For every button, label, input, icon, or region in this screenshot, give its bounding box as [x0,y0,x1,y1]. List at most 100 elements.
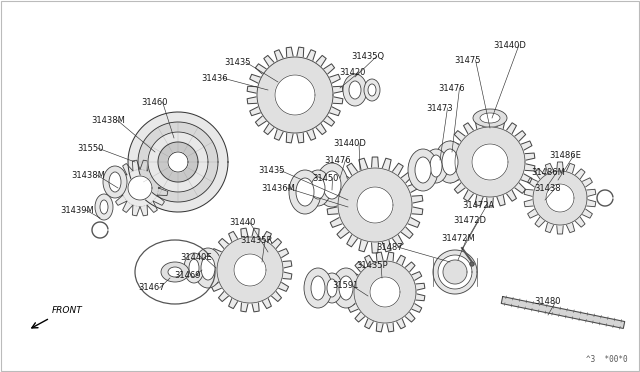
Polygon shape [354,261,416,323]
Polygon shape [234,254,266,286]
Ellipse shape [332,268,360,308]
Polygon shape [128,112,228,212]
Text: FRONT: FRONT [52,306,83,315]
Text: 31486E: 31486E [549,151,581,160]
Text: 31440E: 31440E [180,253,212,263]
Ellipse shape [343,74,367,106]
Ellipse shape [194,248,222,288]
Text: 31473: 31473 [427,103,453,112]
Ellipse shape [168,267,182,277]
Polygon shape [236,256,264,284]
Text: 31436M: 31436M [261,183,295,192]
Polygon shape [148,132,208,192]
Text: 31435: 31435 [225,58,252,67]
Polygon shape [277,77,313,113]
Text: 31476: 31476 [438,83,465,93]
Ellipse shape [442,149,458,175]
Text: 31460: 31460 [141,97,168,106]
Text: 31487: 31487 [377,243,403,251]
Polygon shape [345,252,425,332]
Text: 31435: 31435 [259,166,285,174]
Text: 31439M: 31439M [60,205,94,215]
Text: 31550: 31550 [77,144,103,153]
Ellipse shape [368,84,376,96]
Polygon shape [357,187,393,223]
Polygon shape [359,189,391,221]
Ellipse shape [415,157,431,183]
Polygon shape [128,176,152,200]
Ellipse shape [339,276,353,300]
Text: 31467: 31467 [139,283,165,292]
Polygon shape [470,262,474,266]
Text: 31472M: 31472M [441,234,475,243]
Polygon shape [455,127,525,197]
Polygon shape [548,186,572,210]
Ellipse shape [316,163,348,207]
Polygon shape [524,162,596,234]
Ellipse shape [184,253,204,283]
Ellipse shape [103,166,127,198]
Polygon shape [370,277,400,307]
Polygon shape [112,160,168,216]
Polygon shape [445,117,535,207]
Ellipse shape [430,155,442,177]
Text: 31438M: 31438M [91,115,125,125]
Ellipse shape [305,170,331,206]
Polygon shape [168,152,188,172]
Polygon shape [443,260,467,284]
Text: 31435Q: 31435Q [351,51,385,61]
Polygon shape [138,122,218,202]
Polygon shape [438,255,472,289]
Polygon shape [338,168,412,242]
Ellipse shape [480,113,500,123]
Ellipse shape [100,200,108,214]
Ellipse shape [109,172,121,192]
Text: 31438M: 31438M [71,170,105,180]
Text: 31476: 31476 [324,155,351,164]
Ellipse shape [304,268,332,308]
Text: 31440D: 31440D [333,138,367,148]
Polygon shape [327,157,423,253]
Ellipse shape [349,81,361,99]
Ellipse shape [408,149,438,191]
Text: 31450: 31450 [312,173,338,183]
Ellipse shape [201,256,215,280]
Polygon shape [546,184,574,212]
Text: 31435R: 31435R [240,235,272,244]
Ellipse shape [311,177,325,199]
Ellipse shape [95,194,113,220]
Polygon shape [158,142,198,182]
Text: 31420: 31420 [339,67,365,77]
Ellipse shape [311,276,325,300]
Ellipse shape [364,79,380,101]
Text: 31480: 31480 [535,298,561,307]
Ellipse shape [161,262,189,282]
Text: 31486M: 31486M [531,167,565,176]
Polygon shape [433,250,477,294]
Text: 31472D: 31472D [454,215,486,224]
Ellipse shape [189,259,199,277]
Text: ^3  *00*0: ^3 *00*0 [586,355,628,364]
Polygon shape [501,296,625,328]
Polygon shape [472,144,508,180]
Polygon shape [275,75,315,115]
Ellipse shape [424,149,448,183]
Ellipse shape [296,178,314,206]
Ellipse shape [327,279,337,297]
Text: 31469: 31469 [175,270,201,279]
Polygon shape [217,237,283,303]
Text: 31438: 31438 [534,183,561,192]
Ellipse shape [473,109,507,127]
Polygon shape [257,57,333,133]
Ellipse shape [289,170,321,214]
Text: 31472A: 31472A [462,201,494,209]
Text: 31436: 31436 [202,74,228,83]
Text: 31591: 31591 [332,282,358,291]
Text: 31435P: 31435P [356,260,388,269]
Polygon shape [533,171,587,225]
Polygon shape [247,47,343,143]
Text: 31475: 31475 [455,55,481,64]
Polygon shape [372,279,398,305]
Ellipse shape [323,171,341,199]
Polygon shape [474,146,506,178]
